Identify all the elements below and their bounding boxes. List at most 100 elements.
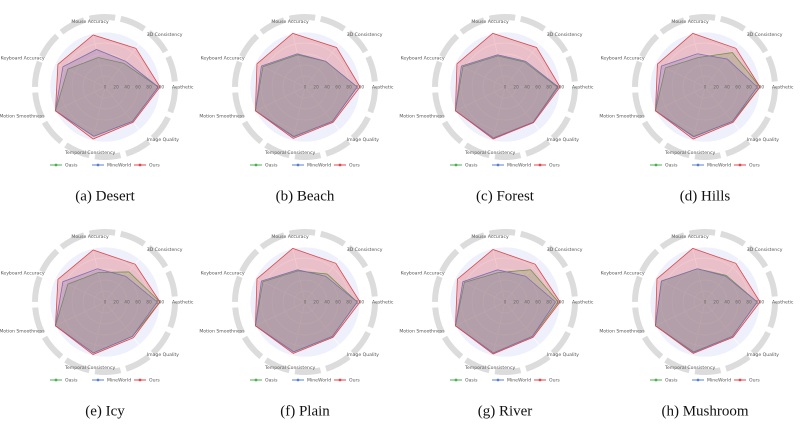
axis-label: Temporal Consistency	[64, 150, 116, 156]
axis-label: Motion Smoothness	[199, 329, 245, 335]
series-area	[55, 249, 161, 356]
outer-ring	[32, 14, 178, 160]
r-tick-label: 100	[756, 85, 765, 91]
r-tick-label: 60	[735, 85, 741, 91]
axis-label: Image Quality	[747, 137, 780, 143]
legend-marker	[654, 378, 658, 382]
axis-label: Keyboard Accuracy	[601, 270, 645, 276]
r-tick-label: 100	[156, 85, 165, 91]
legend-marker	[54, 163, 58, 167]
series-area	[55, 268, 158, 354]
legend-label: Oasis	[665, 378, 678, 384]
axis-label: 3D Consistency	[147, 32, 183, 38]
legend-label: Oasis	[265, 378, 278, 384]
spoke	[492, 33, 506, 88]
caption: (c) Forest	[476, 188, 535, 204]
axis-label: Mouse Accuracy	[271, 19, 309, 25]
axis-label: Temporal Consistency	[664, 365, 716, 371]
spoke	[304, 86, 340, 131]
spoke	[55, 277, 106, 303]
spoke	[692, 248, 706, 303]
legend-marker	[738, 163, 742, 167]
legend-marker	[496, 163, 500, 167]
axis-label: Keyboard Accuracy	[401, 270, 445, 276]
spoke	[455, 277, 506, 303]
spoke	[655, 86, 706, 112]
outer-ring	[432, 229, 578, 375]
axis-label: Aesthetic	[772, 85, 794, 91]
spoke	[104, 43, 140, 88]
axis-label: Image Quality	[547, 352, 580, 358]
legend-label: Ours	[349, 378, 360, 384]
r-tick-label: 0	[304, 300, 307, 306]
r-tick-label: 80	[746, 85, 752, 91]
axis-label: 3D Consistency	[747, 247, 783, 253]
radar-chart: 0 20 40 60 80 100 Aesthetic 3D Consistency Mouse…	[399, 14, 594, 204]
r-tick-label: 100	[356, 300, 365, 306]
axis-label: Keyboard Accuracy	[601, 55, 645, 61]
r-tick-label: 100	[556, 300, 565, 306]
caption: (a) Desert	[75, 188, 135, 204]
r-tick-label: 20	[513, 300, 519, 306]
legend-marker	[96, 163, 100, 167]
r-tick-label: 60	[335, 300, 341, 306]
r-tick-label: 80	[146, 300, 152, 306]
legend-label: Ours	[549, 378, 560, 384]
caption: (d) Hills	[680, 188, 731, 204]
spoke	[655, 301, 706, 327]
radar-chart: 0 20 40 60 80 100 Aesthetic 3D Consistency Mouse…	[199, 229, 394, 419]
spoke	[55, 62, 106, 88]
axis-label: Mouse Accuracy	[471, 19, 509, 25]
r-tick-label: 80	[346, 300, 352, 306]
legend-marker	[538, 163, 542, 167]
axis-label: Temporal Consistency	[664, 150, 716, 156]
legend-label: Ours	[549, 163, 560, 169]
spoke	[104, 86, 140, 131]
series-area	[455, 269, 557, 354]
legend-marker	[138, 163, 142, 167]
r-tick-label: 20	[513, 85, 519, 91]
r-tick-label: 80	[546, 300, 552, 306]
spoke	[92, 248, 106, 303]
legend-marker	[254, 163, 258, 167]
spoke	[292, 301, 306, 356]
axis-label: Temporal Consistency	[464, 150, 516, 156]
legend-label: Oasis	[465, 378, 478, 384]
legend-marker	[696, 163, 700, 167]
spoke	[655, 277, 706, 303]
legend-marker	[296, 163, 300, 167]
spoke	[692, 301, 706, 356]
r-tick-label: 0	[704, 85, 707, 91]
spoke	[704, 258, 740, 303]
spoke	[304, 43, 340, 88]
series-area	[455, 54, 559, 139]
axis-label: Keyboard Accuracy	[401, 55, 445, 61]
spoke	[255, 301, 306, 327]
spoke	[504, 301, 540, 346]
series-area	[255, 32, 361, 139]
r-tick-label: 60	[135, 85, 141, 91]
caption: (g) River	[478, 403, 533, 419]
r-tick-label: 20	[113, 85, 119, 91]
axis-label: Mouse Accuracy	[671, 234, 709, 240]
axis-label: Temporal Consistency	[64, 365, 116, 371]
axis-label: Motion Smoothness	[199, 114, 245, 120]
spoke	[55, 86, 106, 112]
outer-ring	[632, 14, 778, 160]
caption: (f) Plain	[280, 403, 330, 419]
r-tick-label: 0	[104, 300, 107, 306]
r-tick-label: 100	[156, 300, 165, 306]
axis-label: Mouse Accuracy	[271, 234, 309, 240]
r-tick-label: 60	[135, 300, 141, 306]
r-tick-label: 40	[524, 85, 530, 91]
outer-ring	[632, 229, 778, 375]
series-area	[255, 247, 361, 354]
radar-chart: 0 20 40 60 80 100 Aesthetic 3D Consistency Mouse…	[0, 14, 194, 204]
r-tick-label: 20	[713, 300, 719, 306]
axis-label: Motion Smoothness	[399, 329, 445, 335]
series-area	[55, 49, 159, 137]
radar-chart: 0 20 40 60 80 100 Aesthetic 3D Consistency Mouse…	[599, 14, 794, 204]
spoke	[455, 86, 506, 112]
axis-label: 3D Consistency	[347, 32, 383, 38]
axis-label: 3D Consistency	[547, 247, 583, 253]
